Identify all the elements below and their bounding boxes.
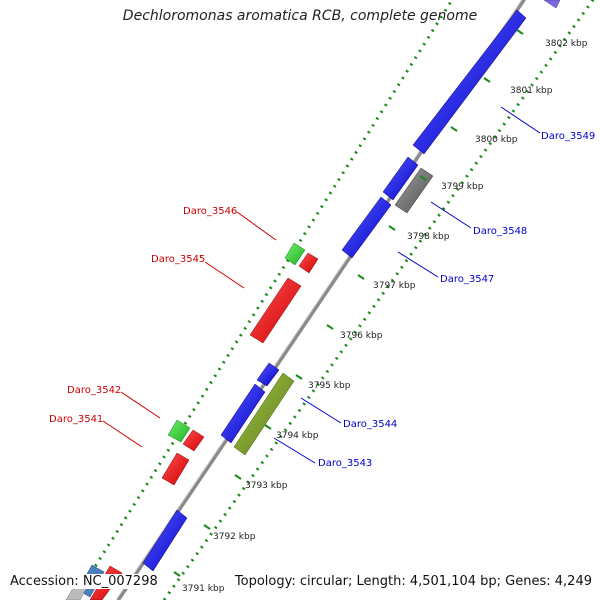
leader-daro-3543 xyxy=(273,437,316,464)
accession-text: Accession: NC_007298 xyxy=(8,574,160,589)
tick-mark xyxy=(388,225,396,231)
tick-mark xyxy=(203,524,211,530)
leader-daro-3544 xyxy=(300,397,342,424)
tick-label-3798: 3798 kbp xyxy=(407,232,450,242)
tick-label-3802: 3802 kbp xyxy=(545,39,588,49)
gene-daro-3548-blue[interactable] xyxy=(382,156,419,201)
gene-label-daro-3543[interactable]: Daro_3543 xyxy=(318,458,372,469)
genome-summary-text: Topology: circular; Length: 4,501,104 bp… xyxy=(232,574,594,589)
gene-daro-3545-small[interactable] xyxy=(298,252,319,274)
gene-label-daro-3541[interactable]: Daro_3541 xyxy=(49,414,103,425)
gene-label-daro-3546[interactable]: Daro_3546 xyxy=(183,206,237,217)
tick-label-3791: 3791 kbp xyxy=(182,584,225,594)
leader-daro-3547 xyxy=(397,251,439,278)
gene-label-daro-3544[interactable]: Daro_3544 xyxy=(343,419,397,430)
gene-label-daro-3548[interactable]: Daro_3548 xyxy=(473,226,527,237)
tick-mark xyxy=(357,274,365,280)
gene-daro-3545[interactable] xyxy=(249,277,302,344)
tick-mark xyxy=(326,324,334,330)
gene-daro-3544-small[interactable] xyxy=(256,362,280,387)
tick-mark xyxy=(173,571,181,577)
leader-daro-3541 xyxy=(102,420,143,448)
gene-label-daro-3547[interactable]: Daro_3547 xyxy=(440,274,494,285)
tick-label-3795: 3795 kbp xyxy=(308,381,351,391)
map-title: Dechloromonas aromatica RCB, complete ge… xyxy=(122,8,478,24)
tick-label-3801: 3801 kbp xyxy=(510,86,553,96)
gene-daro-3543[interactable] xyxy=(233,372,295,456)
tick-label-3794: 3794 kbp xyxy=(276,431,319,441)
tick-mark xyxy=(450,126,458,132)
tick-mark xyxy=(234,474,242,480)
gene-daro-3541[interactable] xyxy=(161,452,190,486)
label-leader-lines xyxy=(102,106,541,464)
tick-label-3799: 3799 kbp xyxy=(441,182,484,192)
tick-mark xyxy=(483,77,491,83)
gene-daro-3544[interactable] xyxy=(220,383,266,444)
tick-mark xyxy=(264,424,272,430)
outer-dotted-track xyxy=(72,0,454,600)
tick-label-3796: 3796 kbp xyxy=(340,331,383,341)
tick-mark xyxy=(516,29,524,35)
leader-daro-3548 xyxy=(430,201,472,229)
gene-label-daro-3542[interactable]: Daro_3542 xyxy=(67,385,121,396)
dotted-tracks xyxy=(72,0,595,600)
gene-daro-3542[interactable] xyxy=(167,419,191,443)
gene-daro-3549[interactable] xyxy=(412,9,527,155)
tick-label-3797: 3797 kbp xyxy=(373,281,416,291)
tick-label-3800: 3800 kbp xyxy=(475,135,518,145)
gene-labels: Daro_3546 Daro_3545 Daro_3542 Daro_3541 … xyxy=(49,131,595,469)
leader-daro-3545 xyxy=(204,261,245,289)
tick-label-3793: 3793 kbp xyxy=(245,481,288,491)
gene-features xyxy=(65,0,561,600)
gene-label-daro-3549[interactable]: Daro_3549 xyxy=(541,131,595,142)
scale-ticks: 3791 kbp 3792 kbp 3793 kbp 3794 kbp 3795… xyxy=(173,29,588,594)
leader-daro-3549 xyxy=(500,106,541,134)
gene-label-daro-3545[interactable]: Daro_3545 xyxy=(151,254,205,265)
gene-daro-3542-b[interactable] xyxy=(182,429,205,452)
gene-top-purple[interactable] xyxy=(543,0,561,9)
leader-daro-3542 xyxy=(120,391,161,419)
tick-mark xyxy=(419,175,427,181)
gene-bottom-blue[interactable] xyxy=(142,509,188,572)
tick-label-3792: 3792 kbp xyxy=(213,532,256,542)
gene-daro-3546[interactable] xyxy=(284,242,306,266)
leader-daro-3546 xyxy=(236,211,277,241)
tick-mark xyxy=(295,374,303,380)
inner-dotted-track xyxy=(162,0,595,600)
gene-daro-3547[interactable] xyxy=(341,196,392,259)
